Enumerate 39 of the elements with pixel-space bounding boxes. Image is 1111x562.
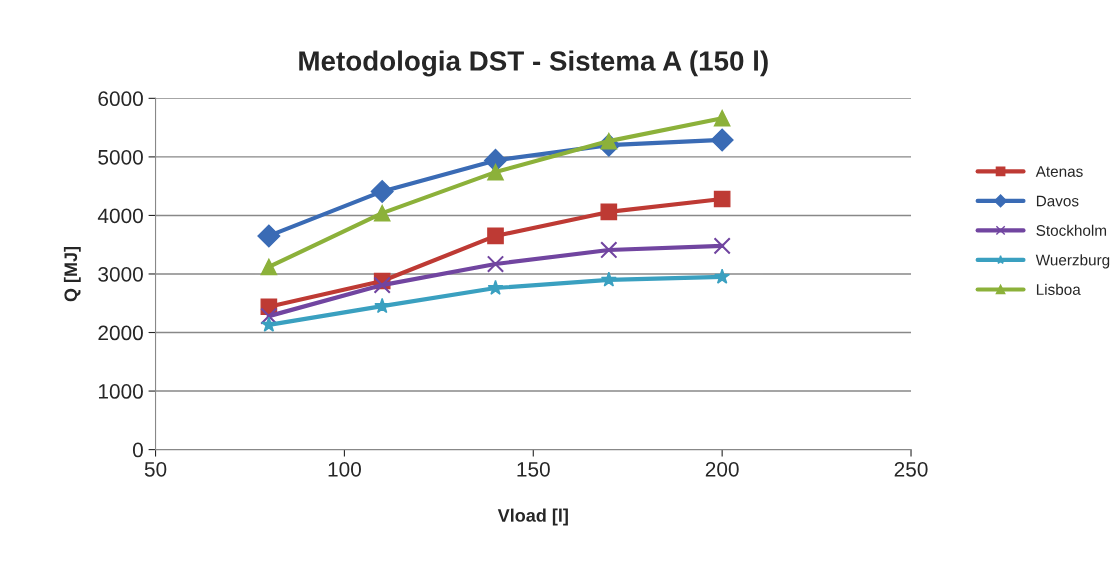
x-tick-label: 100 bbox=[328, 461, 361, 477]
point bbox=[260, 258, 278, 276]
point bbox=[487, 227, 504, 245]
legend-label: Atenas bbox=[1035, 166, 1083, 177]
x-tick-label: 50 bbox=[144, 461, 167, 477]
point bbox=[600, 241, 618, 259]
point bbox=[600, 271, 617, 287]
y-tick-label: 0 bbox=[132, 442, 143, 458]
point bbox=[710, 128, 734, 152]
point bbox=[713, 109, 731, 127]
y-tick-label: 5000 bbox=[98, 149, 143, 165]
x-tick-label: 150 bbox=[517, 461, 550, 477]
point bbox=[260, 307, 278, 325]
point bbox=[257, 224, 281, 248]
point bbox=[260, 316, 277, 332]
point bbox=[487, 279, 504, 295]
legend-label: Wuerzburg bbox=[1035, 254, 1110, 269]
legend-label: Lisboa bbox=[1036, 283, 1081, 295]
point bbox=[373, 276, 391, 294]
y-tick-label: 2000 bbox=[98, 325, 143, 341]
x-tick-label: 250 bbox=[894, 461, 928, 477]
y-tick-label: 4000 bbox=[97, 208, 143, 224]
chart-title: Metodologia DST - Sistema A (150 l) bbox=[299, 50, 768, 77]
point bbox=[713, 190, 731, 208]
legend-label: Stockholm bbox=[1036, 224, 1107, 236]
point bbox=[373, 204, 391, 222]
point bbox=[600, 203, 618, 221]
y-tick-label: 1000 bbox=[98, 384, 143, 399]
point bbox=[714, 268, 731, 284]
legend-label: Davos bbox=[1036, 195, 1079, 207]
x-axis-title: Vload [l] bbox=[497, 508, 568, 526]
point bbox=[486, 255, 505, 273]
y-axis-title: Q [MJ] bbox=[63, 246, 81, 302]
y-tick-label: 3000 bbox=[98, 266, 143, 282]
point bbox=[487, 163, 504, 181]
point bbox=[370, 179, 394, 203]
x-tick-label: 200 bbox=[705, 461, 739, 477]
point bbox=[713, 237, 731, 255]
y-tick-label: 6000 bbox=[98, 91, 143, 107]
